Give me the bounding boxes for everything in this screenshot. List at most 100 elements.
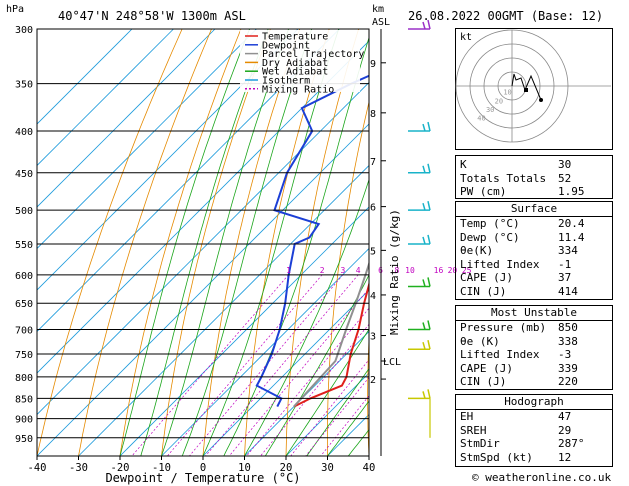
index-value: 30 [558, 158, 572, 171]
pressure-tick-label: 450 [15, 169, 33, 180]
wind-barb-flag [422, 322, 426, 330]
row-name: Temp (°C) [460, 217, 520, 230]
row-name: CAPE (J) [460, 361, 513, 375]
row-name: Pressure (mb) [460, 321, 547, 334]
mixing-ratio-line [305, 376, 369, 456]
row-name: Lifted Index [460, 257, 540, 271]
row-name: CAPE (J) [460, 271, 513, 284]
row-name: SREH [460, 423, 487, 437]
wind-barb-flag [422, 21, 426, 30]
mixing-ratio-label: 10 [405, 266, 415, 275]
hodograph-table-title: Hodograph [456, 395, 612, 410]
index-name: PW (cm) [460, 185, 507, 198]
x-tick-label: -30 [69, 462, 88, 474]
dry-adiabat-line [78, 29, 212, 456]
isotherm-line [119, 206, 369, 456]
isotherm-line [37, 29, 133, 125]
wind-barb-flag [427, 19, 431, 30]
hodograph-kt-label: kt [460, 32, 472, 43]
hodo-row: StmSpd (kt) 12 [456, 451, 612, 465]
wet-adiabat-line [285, 328, 369, 456]
pressure-tick-label: 550 [15, 240, 33, 251]
row-name: θe (K) [460, 334, 500, 348]
pressure-tick-label: 850 [15, 394, 33, 405]
surface-row: CAPE (J) 37 [456, 271, 612, 285]
mu-row: Lifted Index -3 [456, 348, 612, 362]
dry-adiabat-line [618, 29, 629, 456]
hodograph-marker [524, 88, 528, 92]
series-parcel-trajectory [293, 260, 369, 408]
mu-row: Pressure (mb) 850 [456, 321, 612, 335]
wind-barb-flag [422, 342, 426, 350]
pressure-tick-label: 500 [15, 206, 33, 217]
isotherm-line [37, 29, 340, 333]
row-value: 20.4 [558, 217, 585, 230]
row-value: 338 [558, 334, 578, 348]
mu-row: CAPE (J) 339 [456, 362, 612, 376]
dry-adiabat-line [327, 100, 369, 456]
hodo-row: StmDir 287° [456, 437, 612, 451]
isotherm-line [37, 29, 216, 208]
legend-label: Dry Adiabat [262, 58, 328, 69]
row-name: CIN (J) [460, 284, 507, 298]
x-tick-label: -10 [152, 462, 171, 474]
dry-adiabat-line [367, 331, 369, 456]
surface-row: Temp (°C) 20.4 [456, 217, 612, 231]
surface-row: Lifted Index -1 [456, 258, 612, 272]
km-tick-label: 8 [370, 109, 376, 120]
surface-row: Dewp (°C) 11.4 [456, 231, 612, 245]
hodograph-end-point [539, 98, 543, 102]
hodograph-ring-label: 10 [503, 89, 511, 97]
hodo-row: SREH 29 [456, 424, 612, 438]
wind-barb-flag [422, 202, 426, 211]
row-value: 339 [558, 361, 578, 375]
pressure-tick-label: 650 [15, 299, 33, 310]
row-name: Dewp (°C) [460, 230, 520, 244]
mixing-ratio-label: 4 [356, 266, 361, 275]
legend-label: Isotherm [262, 76, 310, 87]
pressure-tick-label: 700 [15, 326, 33, 337]
mixing-ratio-label: 25 [462, 266, 472, 275]
hodograph-frame [455, 28, 613, 150]
datetime-title: 26.08.2022 00GMT (Base: 12) [408, 9, 604, 23]
wind-barb-flag [422, 165, 426, 174]
hodograph-ring-label: 20 [495, 97, 503, 105]
wind-barb-flag [422, 391, 426, 399]
dry-adiabat-line [119, 29, 242, 456]
km-tick-label: 7 [370, 157, 376, 168]
km-tick-label: 2 [370, 375, 376, 386]
row-value: 11.4 [558, 230, 585, 244]
wind-barb-flag [427, 234, 431, 245]
km-tick-label: 3 [370, 332, 376, 343]
most-unstable-title: Most Unstable [456, 306, 612, 321]
wind-barb-flag [427, 340, 431, 350]
wind-barb-flag [427, 121, 431, 132]
series-dewpoint [255, 74, 369, 408]
isotherm-line [161, 247, 369, 456]
mixing-ratio-label: 8 [395, 266, 400, 275]
isotherm-line [244, 330, 369, 456]
surface-row: θe(K) 334 [456, 244, 612, 258]
most-unstable-panel: Most Unstable Pressure (mb) 850 θe (K) 338… [455, 305, 613, 390]
mixing-ratio-line [167, 274, 323, 456]
wind-barb-flag [422, 123, 426, 132]
isotherm-line [202, 289, 369, 456]
lcl-label: LCL [383, 357, 401, 368]
hodograph-ring-label: 30 [486, 106, 494, 114]
surface-row: CIN (J) 414 [456, 285, 612, 299]
mixing-ratio-line [246, 307, 369, 456]
wet-adiabat-line [306, 368, 369, 456]
index-name: Totals Totals [460, 171, 547, 185]
row-value: 37 [558, 271, 572, 284]
row-name: StmDir [460, 437, 500, 450]
row-value: 220 [558, 375, 578, 388]
index-panel: K 30 Totals Totals 52 PW (cm) 1.95 [455, 155, 613, 199]
pressure-tick-label: 300 [15, 25, 33, 36]
x-tick-label: -20 [111, 462, 130, 474]
row-value: 29 [558, 423, 572, 437]
isotherm-line [37, 123, 369, 456]
pressure-tick-label: 350 [15, 80, 33, 91]
pressure-tick-label: 400 [15, 127, 33, 138]
